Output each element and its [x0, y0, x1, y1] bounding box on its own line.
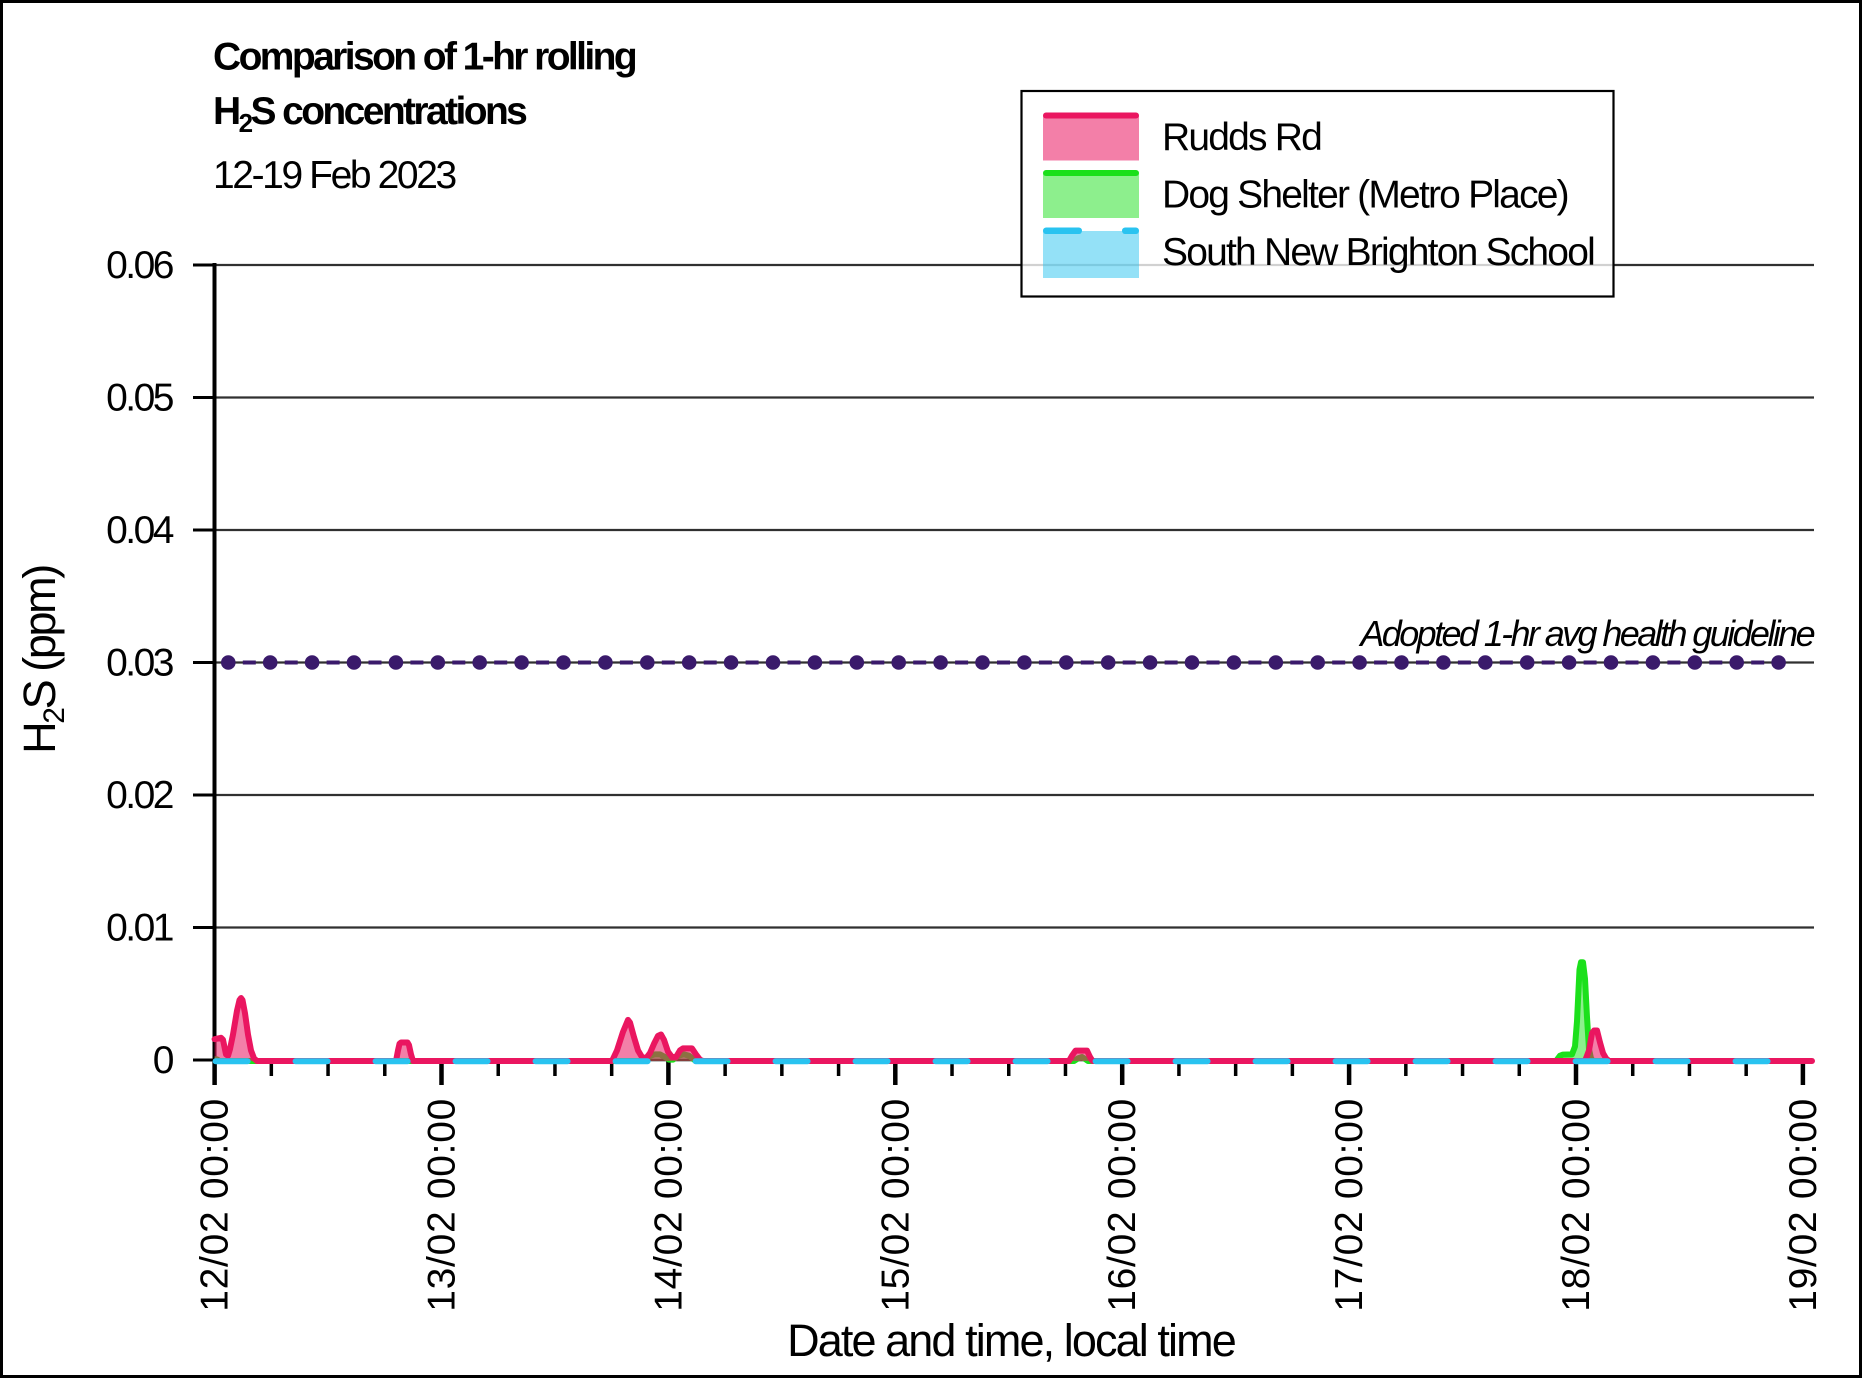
svg-text:Date and time, local time: Date and time, local time	[787, 1315, 1236, 1366]
svg-text:0.06: 0.06	[106, 244, 173, 287]
svg-text:H2S (ppm): H2S (ppm)	[14, 566, 71, 754]
svg-text:0.04: 0.04	[106, 509, 174, 552]
svg-text:Dog Shelter (Metro Place): Dog Shelter (Metro Place)	[1162, 174, 1568, 217]
svg-text:0.02: 0.02	[106, 774, 173, 817]
svg-text:Adopted 1-hr avg health guidel: Adopted 1-hr avg health guideline	[1358, 613, 1814, 654]
svg-text:16/02 00:00: 16/02 00:00	[1101, 1098, 1144, 1312]
svg-text:13/02 00:00: 13/02 00:00	[421, 1098, 464, 1312]
svg-text:H2S concentrations: H2S concentrations	[213, 90, 527, 138]
svg-text:15/02 00:00: 15/02 00:00	[874, 1098, 917, 1312]
svg-text:0.01: 0.01	[106, 907, 173, 950]
svg-text:12-19 Feb 2023: 12-19 Feb 2023	[213, 154, 455, 197]
svg-text:0: 0	[153, 1039, 174, 1082]
svg-text:Rudds Rd: Rudds Rd	[1162, 116, 1321, 159]
svg-text:12/02 00:00: 12/02 00:00	[194, 1098, 237, 1312]
svg-text:18/02 00:00: 18/02 00:00	[1555, 1098, 1598, 1312]
svg-text:0.03: 0.03	[106, 642, 173, 685]
svg-text:0.05: 0.05	[106, 377, 174, 420]
svg-text:14/02 00:00: 14/02 00:00	[647, 1098, 690, 1312]
svg-text:19/02 00:00: 19/02 00:00	[1782, 1098, 1825, 1312]
svg-text:South New Brighton School: South New Brighton School	[1162, 231, 1594, 274]
svg-text:17/02 00:00: 17/02 00:00	[1328, 1098, 1371, 1312]
svg-text:Comparison of 1-hr rolling: Comparison of 1-hr rolling	[213, 36, 636, 79]
